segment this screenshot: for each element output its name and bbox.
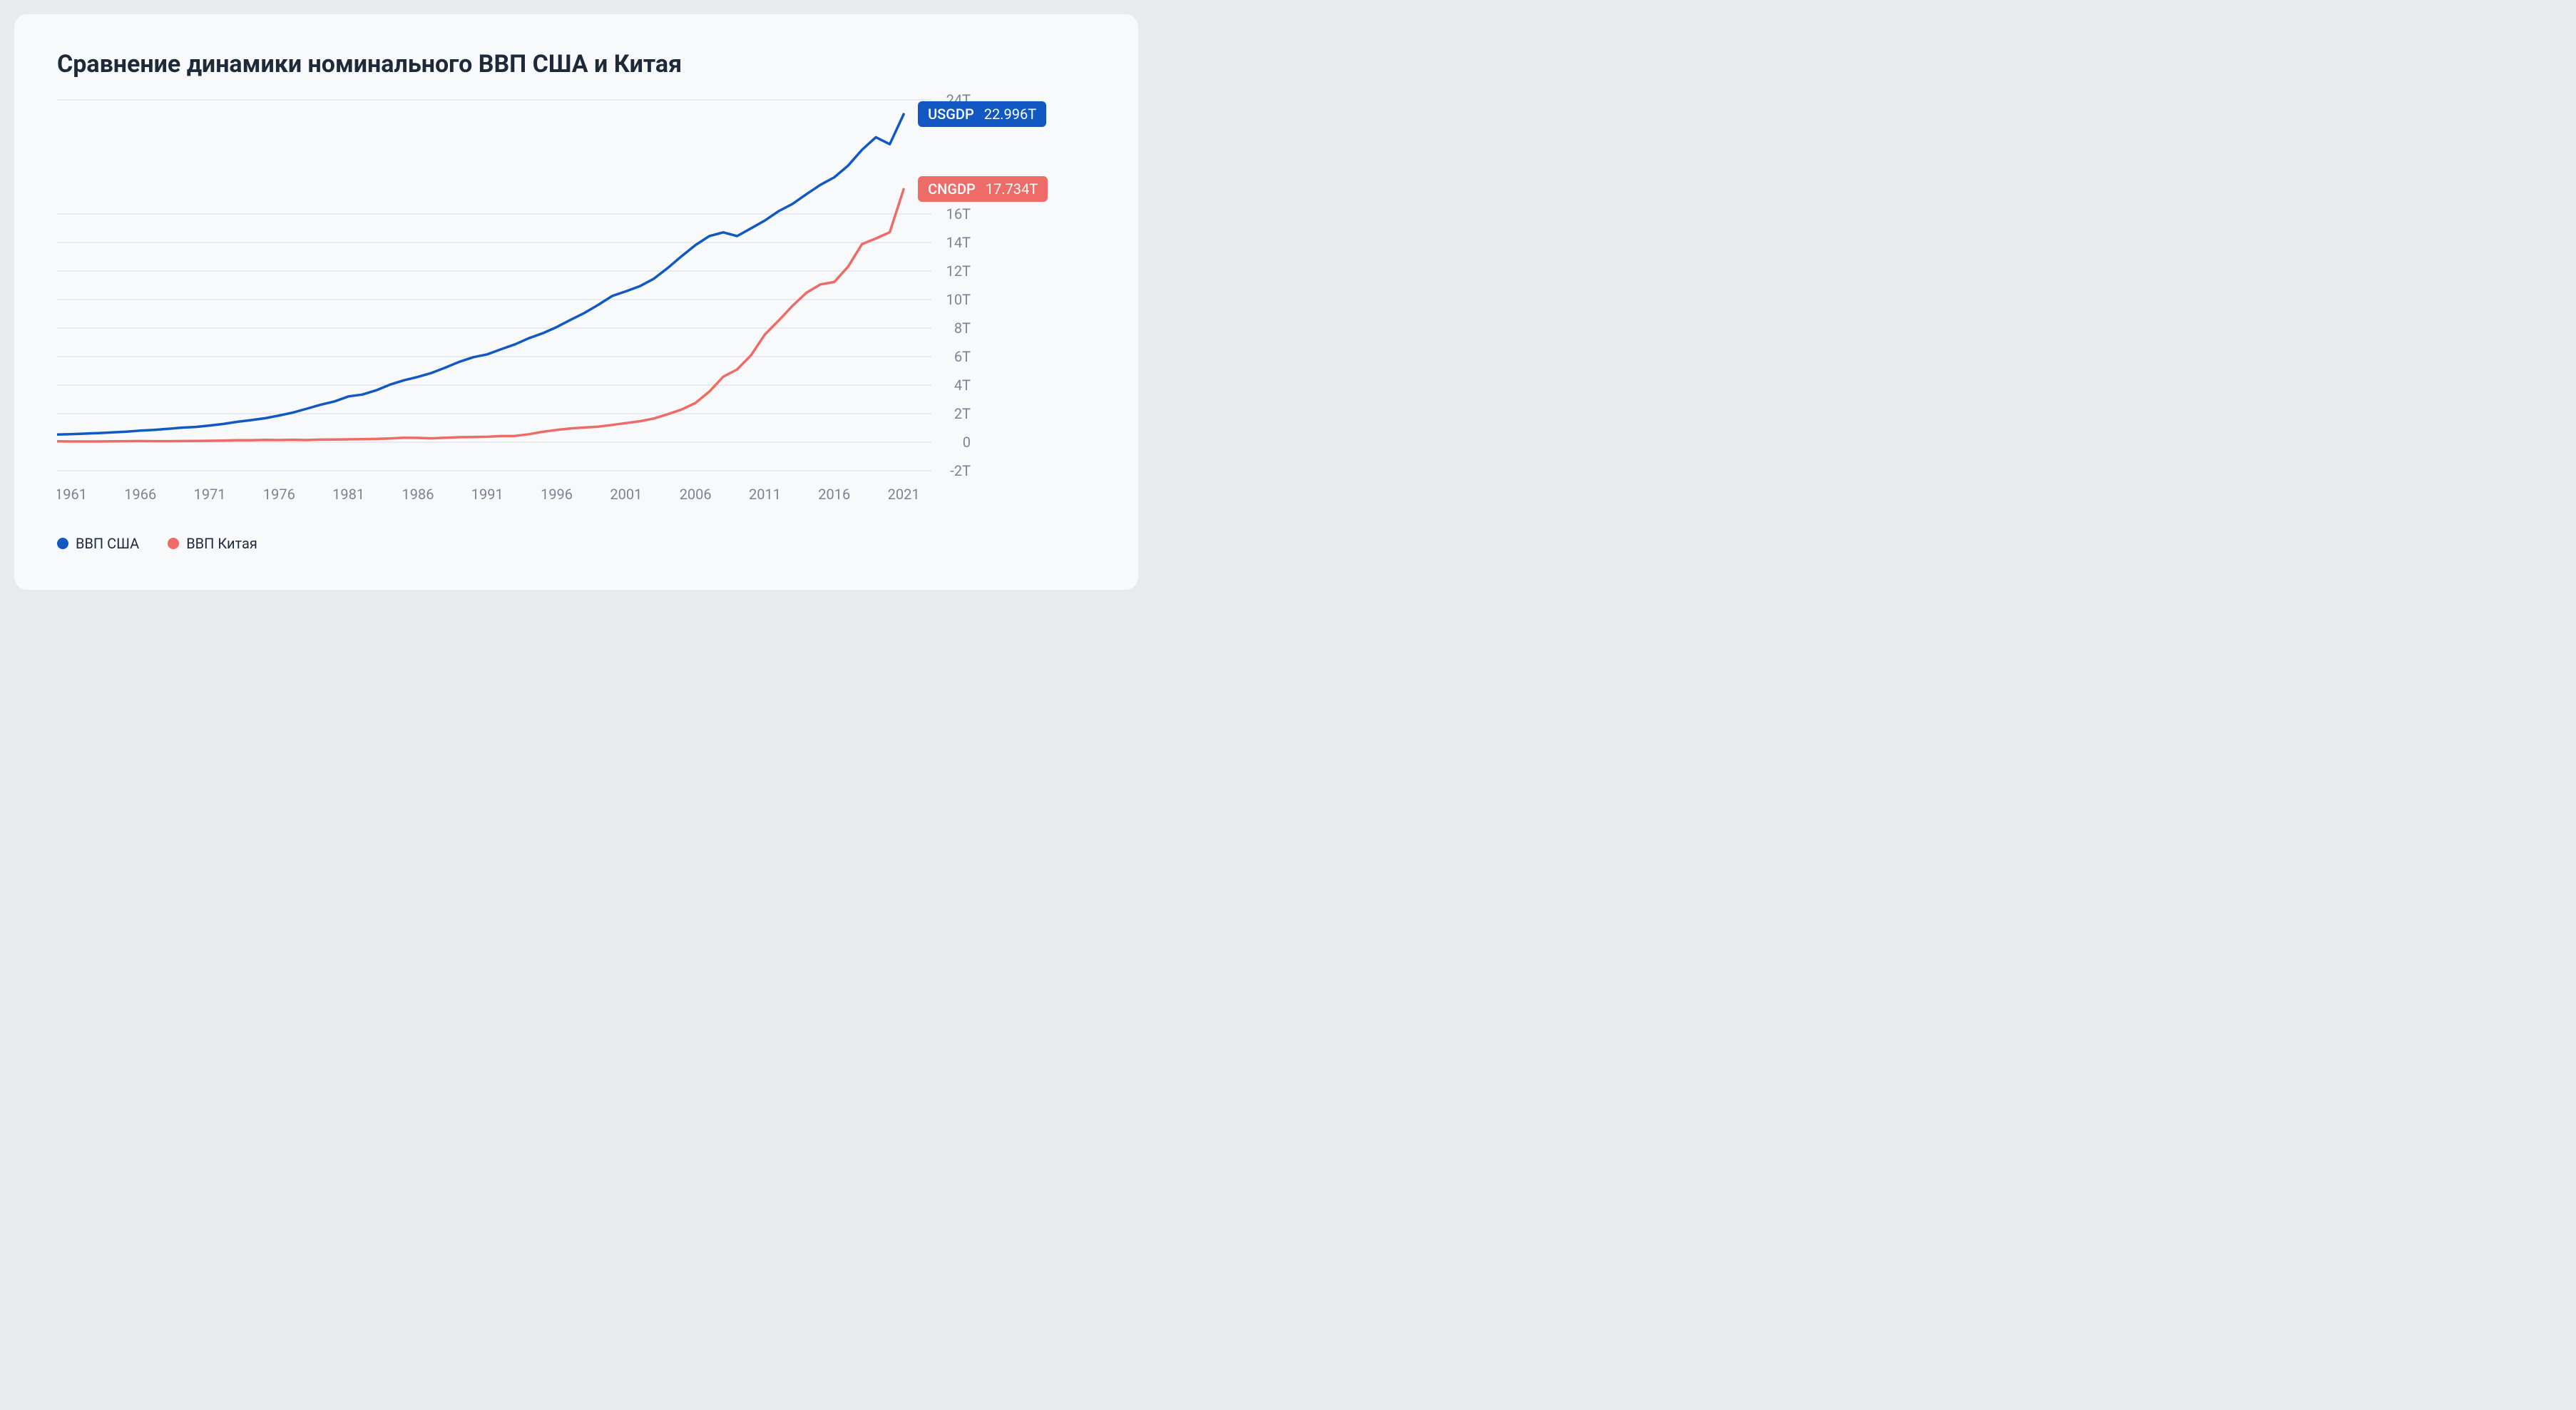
- chart-area: -2T02T4T6T8T10T12T14T16T24T1961196619711…: [57, 93, 1095, 514]
- chart-title: Сравнение динамики номинального ВВП США …: [57, 50, 1095, 78]
- line-chart-svg: -2T02T4T6T8T10T12T14T16T24T1961196619711…: [57, 93, 1095, 514]
- svg-text:14T: 14T: [946, 234, 971, 251]
- svg-text:1976: 1976: [263, 486, 295, 503]
- usgdp-badge-label: USGDP: [928, 106, 974, 123]
- cngdp-badge-value: 17.734T: [986, 180, 1038, 198]
- legend-dot-icon: [168, 538, 179, 549]
- legend-label: ВВП Китая: [186, 535, 257, 552]
- usgdp-badge-value: 22.996T: [984, 106, 1036, 123]
- svg-text:2016: 2016: [818, 486, 850, 503]
- chart-card: Сравнение динамики номинального ВВП США …: [14, 14, 1138, 590]
- legend: ВВП США ВВП Китая: [57, 535, 1095, 552]
- legend-dot-icon: [57, 538, 68, 549]
- svg-text:2T: 2T: [954, 405, 971, 422]
- svg-text:6T: 6T: [954, 348, 971, 365]
- svg-text:12T: 12T: [946, 262, 971, 280]
- svg-text:16T: 16T: [946, 205, 971, 223]
- legend-label: ВВП США: [76, 535, 139, 552]
- svg-text:1986: 1986: [402, 486, 434, 503]
- svg-text:1966: 1966: [124, 486, 156, 503]
- usgdp-badge: USGDP 22.996T: [918, 101, 1046, 127]
- legend-item-cngdp: ВВП Китая: [168, 535, 257, 552]
- legend-item-usgdp: ВВП США: [57, 535, 139, 552]
- svg-text:1991: 1991: [471, 486, 504, 503]
- svg-text:4T: 4T: [954, 377, 971, 394]
- cngdp-badge-label: CNGDP: [928, 180, 976, 198]
- svg-text:1981: 1981: [332, 486, 364, 503]
- svg-text:1971: 1971: [194, 486, 226, 503]
- svg-text:0: 0: [963, 434, 971, 451]
- cngdp-badge: CNGDP 17.734T: [918, 176, 1048, 202]
- svg-text:2006: 2006: [680, 486, 712, 503]
- svg-text:8T: 8T: [954, 320, 971, 337]
- svg-text:2011: 2011: [749, 486, 781, 503]
- svg-text:1996: 1996: [541, 486, 573, 503]
- svg-text:1961: 1961: [57, 486, 87, 503]
- svg-text:10T: 10T: [946, 291, 971, 308]
- svg-text:-2T: -2T: [950, 462, 971, 479]
- svg-text:2021: 2021: [888, 486, 920, 503]
- svg-text:2001: 2001: [610, 486, 642, 503]
